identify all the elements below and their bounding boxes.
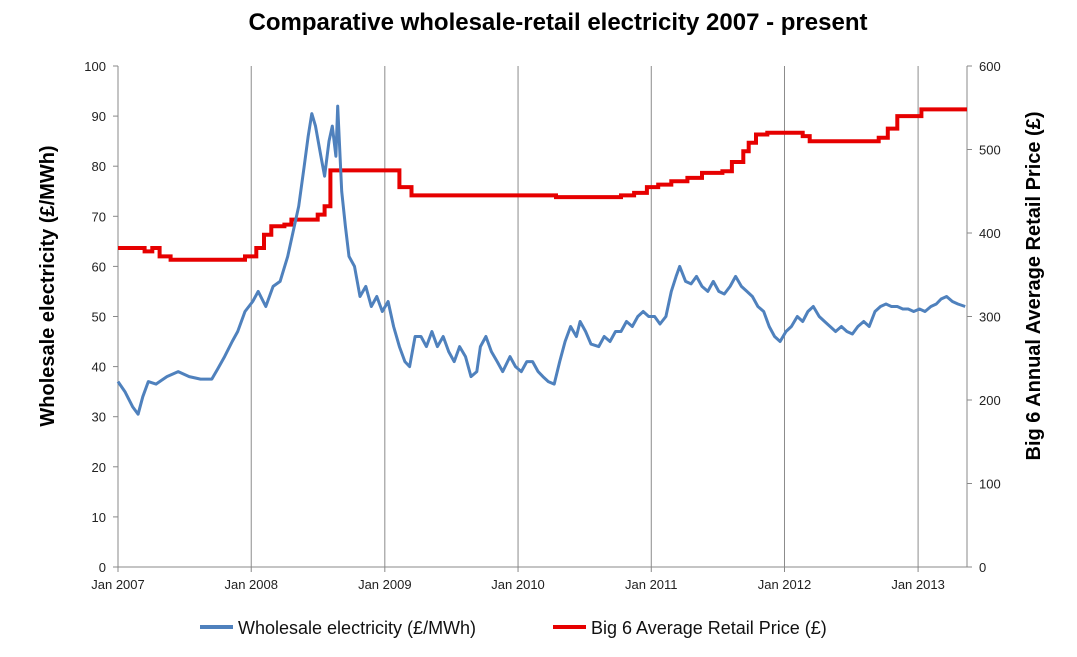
- y-axis-right-ticks: 0 100 200 300 400 500 600: [967, 59, 1001, 575]
- y2-tick-label: 500: [979, 143, 1001, 158]
- y-tick-label: 50: [92, 310, 106, 325]
- y-axis-left-title: Wholesale electricity (£/MWh): [37, 145, 59, 426]
- y2-tick-label: 300: [979, 310, 1001, 325]
- legend-label-wholesale: Wholesale electricity (£/MWh): [238, 618, 476, 638]
- x-tick-label: Jan 2013: [891, 577, 945, 592]
- x-tick-label: Jan 2010: [491, 577, 545, 592]
- y-tick-label: 60: [92, 259, 106, 274]
- x-tick-label: Jan 2008: [224, 577, 278, 592]
- x-gridlines: [250, 66, 919, 567]
- y-tick-label: 100: [84, 59, 106, 74]
- y-axis-right-title: Big 6 Annual Average Retail Price (£): [1023, 112, 1045, 461]
- y2-tick-label: 200: [979, 393, 1001, 408]
- y-tick-label: 10: [92, 510, 106, 525]
- y-tick-label: 70: [92, 209, 106, 224]
- chart-title: Comparative wholesale-retail electricity…: [249, 9, 868, 36]
- y-tick-label: 30: [92, 410, 106, 425]
- y-axis-left-ticks: 0 10 20 30 40 50 60 70 80 90 100: [84, 59, 118, 575]
- x-tick-label: Jan 2011: [625, 577, 678, 592]
- legend-label-retail: Big 6 Average Retail Price (£): [591, 618, 827, 638]
- series-line-retail-price: [118, 107, 967, 262]
- y2-tick-label: 600: [979, 59, 1001, 74]
- y2-tick-label: 400: [979, 226, 1001, 241]
- x-tick-label: Jan 2009: [358, 577, 412, 592]
- legend: Wholesale electricity (£/MWh) Big 6 Aver…: [200, 618, 827, 638]
- y-tick-label: 80: [92, 159, 106, 174]
- x-tick-label: Jan 2007: [91, 577, 145, 592]
- y2-tick-label: 0: [979, 560, 986, 575]
- y-tick-label: 20: [92, 460, 106, 475]
- y-tick-label: 40: [92, 360, 106, 375]
- y2-tick-label: 100: [979, 477, 1001, 492]
- series-line-wholesale-electricity: [116, 104, 966, 416]
- y-tick-label: 0: [99, 560, 106, 575]
- x-tick-label: Jan 2012: [758, 577, 812, 592]
- x-axis-ticks: Jan 2007 Jan 2008 Jan 2009 Jan 2010 Jan 2011…: [91, 567, 945, 592]
- y-tick-label: 90: [92, 109, 106, 124]
